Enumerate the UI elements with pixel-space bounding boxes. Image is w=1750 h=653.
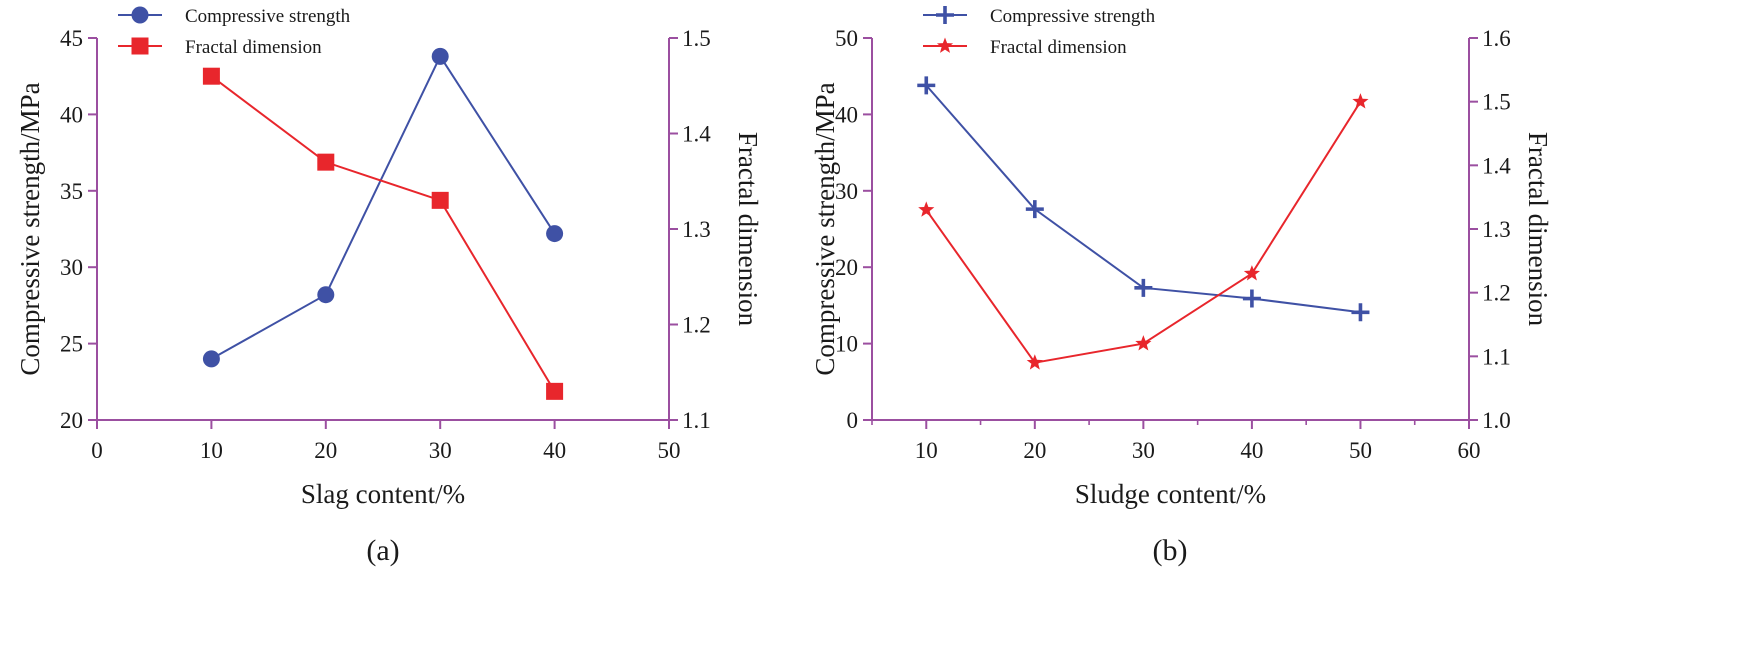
legend-label: Fractal dimension (185, 37, 322, 58)
right-y-tick-label: 1.4 (1482, 153, 1511, 178)
left-y-tick-label: 35 (60, 179, 83, 204)
data-point (546, 382, 564, 400)
x-tick-label: 10 (915, 438, 938, 463)
x-tick-label: 60 (1458, 438, 1481, 463)
x-tick-label: 30 (429, 438, 452, 463)
x-tick-label: 30 (1132, 438, 1155, 463)
x-tick-label: 10 (200, 438, 223, 463)
right-y-tick-label: 1.4 (682, 122, 711, 147)
right-y-tick-label: 1.1 (1482, 344, 1511, 369)
x-axis-label: Sludge content/% (1075, 479, 1266, 509)
legend-marker (936, 37, 954, 53)
x-tick-label: 20 (314, 438, 337, 463)
chart-a: 0 10 20 30 40 50 20 25 30 35 40 45 1.1 1.2 1.3 1.4 1.5 Sl… (15, 6, 763, 567)
data-point (317, 286, 335, 304)
left-y-tick-label: 20 (835, 255, 858, 280)
left-y-tick-label: 40 (60, 102, 83, 127)
right-y-tick-label: 1.6 (1482, 26, 1511, 51)
right-y-tick-label: 1.2 (682, 313, 711, 338)
left-y-axis-label: Compressive strength/MPa (15, 82, 45, 375)
data-point (1352, 93, 1369, 109)
panel-caption: (a) (366, 534, 399, 567)
series-fractal-dimension (918, 93, 1369, 370)
data-point (431, 47, 449, 65)
data-point (917, 76, 936, 95)
series-line (925, 84, 1361, 314)
right-y-axis-label: Fractal dimension (733, 132, 763, 327)
left-y-axis-label: Compressive strength/MPa (810, 82, 840, 375)
data-point (1242, 289, 1261, 308)
panel-caption: (b) (1153, 534, 1188, 567)
x-tick-label: 0 (91, 438, 103, 463)
legend-label: Fractal dimension (990, 37, 1127, 58)
left-y-tick-label: 20 (60, 408, 83, 433)
right-y-tick-label: 1.5 (682, 26, 711, 51)
series-fractal-dimension (202, 67, 564, 400)
series-line (210, 54, 556, 360)
data-point (202, 350, 220, 368)
x-tick-label: 20 (1023, 438, 1046, 463)
data-point (1135, 335, 1152, 351)
legend-marker (131, 37, 149, 55)
data-point (1351, 303, 1370, 322)
right-y-tick-label: 1.0 (1482, 408, 1511, 433)
left-y-tick-label: 30 (60, 255, 83, 280)
data-point (918, 201, 935, 217)
legend-marker (131, 6, 149, 24)
series-compressive-strength (202, 47, 564, 368)
x-tick-label: 40 (1240, 438, 1263, 463)
x-tick-label: 40 (543, 438, 566, 463)
data-point (431, 191, 449, 209)
right-y-tick-label: 1.1 (682, 408, 711, 433)
right-y-axis-label: Fractal dimension (1523, 132, 1553, 327)
legend-label: Compressive strength (990, 6, 1156, 27)
data-point (317, 153, 335, 171)
right-y-tick-label: 1.3 (1482, 217, 1511, 242)
data-point (546, 225, 564, 243)
x-axis-label: Slag content/% (301, 479, 465, 509)
x-tick-label: 50 (658, 438, 681, 463)
left-y-tick-label: 10 (835, 332, 858, 357)
data-point (1134, 278, 1153, 297)
right-y-tick-label: 1.5 (1482, 90, 1511, 115)
right-y-tick-label: 1.2 (1482, 281, 1511, 306)
series-line (925, 101, 1362, 364)
data-point (1026, 354, 1043, 370)
left-y-tick-label: 0 (847, 408, 859, 433)
chart-b: 10 20 30 40 50 60 0 10 20 30 40 50 1.0 1.1 1.2 1.3 1.4 1.… (810, 6, 1553, 567)
left-y-tick-label: 40 (835, 102, 858, 127)
data-point (1025, 200, 1044, 219)
series-line (210, 75, 556, 392)
left-y-tick-label: 25 (60, 332, 83, 357)
data-point (202, 67, 220, 85)
data-point (1243, 265, 1260, 281)
left-y-tick-label: 30 (835, 179, 858, 204)
right-y-tick-label: 1.3 (682, 217, 711, 242)
left-y-tick-label: 50 (835, 26, 858, 51)
legend-marker (936, 6, 954, 24)
series-compressive-strength (917, 76, 1370, 322)
x-tick-label: 50 (1349, 438, 1372, 463)
legend-label: Compressive strength (185, 6, 351, 27)
left-y-tick-label: 45 (60, 26, 83, 51)
